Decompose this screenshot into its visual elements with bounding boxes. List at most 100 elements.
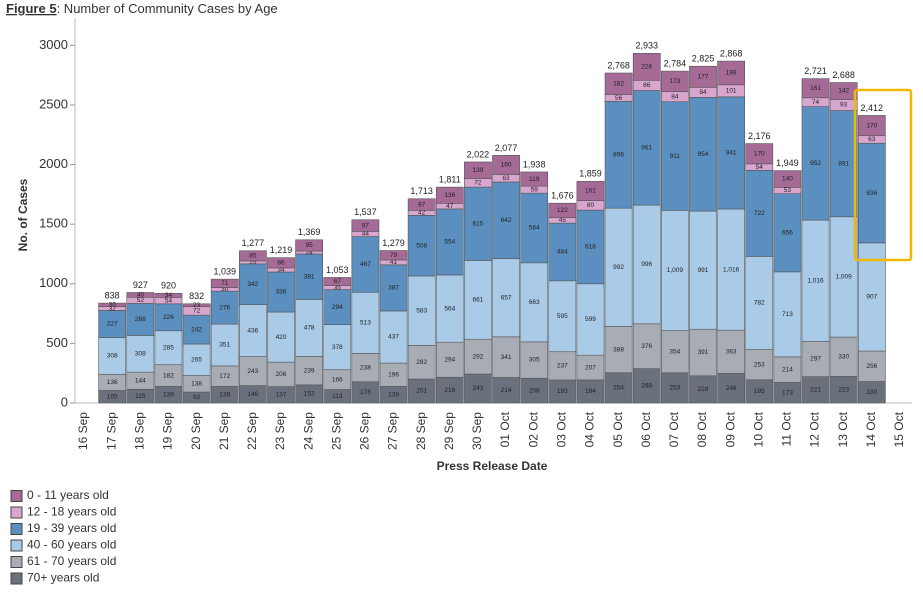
bar-segment <box>660 372 689 404</box>
x-tick-label: 12 Oct <box>808 411 822 447</box>
segment-label: 85 <box>249 253 257 260</box>
segment-label: 663 <box>529 299 540 306</box>
total-label: 2,176 <box>748 131 771 141</box>
segment-label: 208 <box>529 387 540 394</box>
segment-label: 391 <box>698 349 709 356</box>
bar-segment <box>379 310 408 364</box>
segment-label: 207 <box>585 364 596 371</box>
segment-label: 80 <box>587 202 595 209</box>
segment-label: 1,009 <box>667 267 684 274</box>
segment-label: 342 <box>247 281 258 288</box>
segment-label: 436 <box>247 327 258 334</box>
bar-segment <box>689 210 717 330</box>
segment-label: 891 <box>838 160 849 167</box>
segment-label: 54 <box>165 297 173 304</box>
highlight-box <box>853 88 913 262</box>
legend-swatch <box>10 490 23 502</box>
segment-label: 253 <box>669 385 680 392</box>
y-tick-label: 2000 <box>39 156 68 171</box>
segment-label: 713 <box>782 311 793 318</box>
bar-segment <box>773 170 802 188</box>
bar-segment <box>239 250 267 262</box>
segment-label: 508 <box>416 242 427 249</box>
segment-label: 513 <box>360 320 371 327</box>
total-label: 1,676 <box>551 191 574 201</box>
bar-segment <box>492 155 520 175</box>
bar-segment <box>295 253 324 300</box>
total-label: 1,949 <box>776 158 799 168</box>
segment-label: 952 <box>810 160 821 167</box>
segment-label: 194 <box>585 388 596 395</box>
segment-label: 40 <box>137 292 145 299</box>
x-tick-label: 22 Sep <box>245 412 259 450</box>
segment-label: 584 <box>529 225 540 232</box>
x-tick-label: 02 Oct <box>526 411 540 447</box>
segment-label: 294 <box>444 356 455 363</box>
segment-label: 182 <box>163 372 174 379</box>
x-tick-label: 13 Oct <box>836 411 850 447</box>
y-tick-label: 1500 <box>39 216 68 231</box>
legend-label: 61 - 70 years old <box>27 554 116 568</box>
segment-label: 142 <box>838 88 849 95</box>
bar-segment <box>267 271 295 313</box>
bar-segment <box>407 198 436 211</box>
bar-segment <box>520 377 549 404</box>
segment-label: 177 <box>698 73 709 80</box>
segment-label: 34 <box>277 267 285 274</box>
bar-segment <box>323 277 352 286</box>
segment-label: 170 <box>866 122 877 129</box>
segment-label: 216 <box>444 387 455 394</box>
bar-segment <box>773 193 802 273</box>
total-label: 2,825 <box>692 54 715 64</box>
bar-segment <box>745 256 774 350</box>
segment-label: 72 <box>474 180 482 187</box>
bar-segment <box>773 356 802 383</box>
bar-segment <box>801 376 830 404</box>
segment-label: 214 <box>782 366 793 373</box>
segment-label: 172 <box>219 373 230 380</box>
bar-segment <box>632 90 661 206</box>
x-tick-label: 08 Oct <box>695 411 709 447</box>
bar-segment <box>520 262 549 343</box>
x-tick-label: 16 Sep <box>76 412 90 450</box>
bar-segment <box>632 204 661 325</box>
chart-title: Figure 5: Number of Community Cases by A… <box>6 1 278 16</box>
segment-label: 437 <box>388 334 399 341</box>
segment-label: 25 <box>249 259 257 266</box>
bar-segment <box>717 60 745 86</box>
segment-label: 288 <box>641 383 652 390</box>
bar-segment <box>210 278 239 288</box>
segment-label: 139 <box>163 391 174 398</box>
x-tick-label: 29 Sep <box>442 412 456 450</box>
bar-segment <box>689 375 717 404</box>
legend-swatch <box>10 539 23 552</box>
bar-segment <box>267 311 295 363</box>
segment-label: 227 <box>107 321 118 328</box>
bar-segment <box>576 181 605 201</box>
segment-label: 996 <box>641 261 652 268</box>
y-tick-label: 1000 <box>39 275 68 290</box>
segment-label: 292 <box>473 353 484 360</box>
bar-segment <box>323 324 352 371</box>
x-tick-label: 23 Sep <box>273 412 287 450</box>
total-label: 1,277 <box>242 238 265 248</box>
segment-label: 71 <box>221 280 229 287</box>
segment-label: 67 <box>334 278 342 285</box>
y-tick-label: 500 <box>46 335 68 350</box>
segment-label: 193 <box>557 388 568 395</box>
segment-label: 146 <box>247 391 258 398</box>
segment-label: 294 <box>332 304 343 311</box>
segment-label: 599 <box>585 316 596 323</box>
segment-label: 992 <box>613 264 624 271</box>
figure-label: Figure 5 <box>6 1 57 16</box>
bar-segment <box>351 291 380 354</box>
x-tick-label: 10 Oct <box>751 411 765 447</box>
segment-label: 136 <box>444 192 455 199</box>
bar-segment <box>295 299 324 357</box>
legend-swatch <box>10 506 23 519</box>
segment-label: 32 <box>109 305 117 312</box>
bar-segment <box>520 192 549 264</box>
bar-segment <box>295 356 324 386</box>
bar-segment <box>154 330 183 366</box>
x-tick-label: 18 Sep <box>133 412 147 450</box>
